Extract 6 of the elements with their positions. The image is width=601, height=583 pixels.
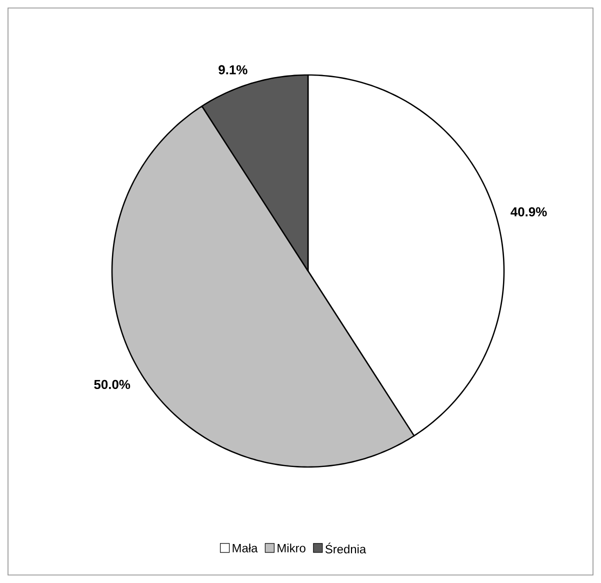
legend-label: Mikro [278,544,306,552]
legend-label: Średnia [325,542,366,554]
legend-label: Mała [232,544,258,552]
data-label: 50.0% [94,380,130,390]
data-label: 40.9% [510,207,547,216]
data-label: 9.1% [218,65,248,74]
